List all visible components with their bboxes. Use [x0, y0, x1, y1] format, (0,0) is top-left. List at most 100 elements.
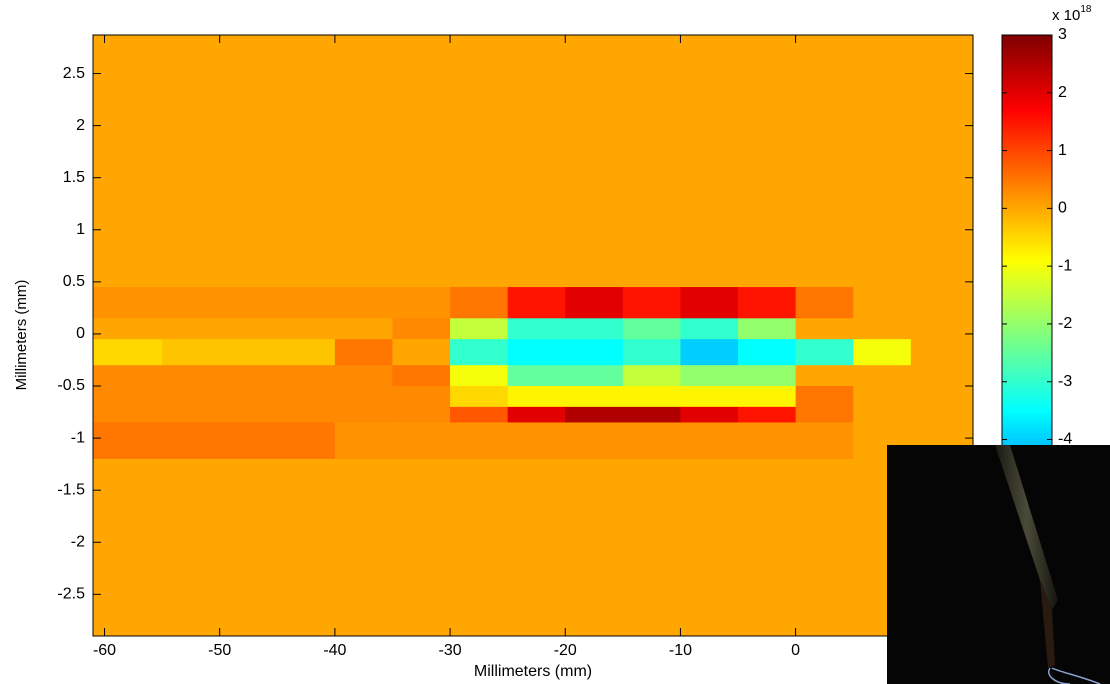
colorbar-strip — [1002, 91, 1052, 94]
heat-cell — [622, 422, 681, 460]
colorbar-strip — [1002, 47, 1052, 50]
colorbar-strip — [1002, 403, 1052, 406]
colorbar-strip — [1002, 207, 1052, 210]
heat-cell — [507, 422, 566, 460]
colorbar-strip — [1002, 49, 1052, 52]
colorbar-strip — [1002, 405, 1052, 408]
colorbar-strip — [1002, 191, 1052, 194]
colorbar-strip — [1002, 283, 1052, 286]
heat-cell — [507, 318, 566, 340]
colorbar-strip — [1002, 87, 1052, 90]
colorbar-strip — [1002, 209, 1052, 212]
colorbar-strip — [1002, 419, 1052, 422]
heat-cell — [277, 365, 336, 387]
colorbar-strip — [1002, 103, 1052, 106]
colorbar-strip — [1002, 147, 1052, 150]
colorbar-strip — [1002, 93, 1052, 96]
colorbar-strip — [1002, 35, 1052, 38]
colorbar-strip — [1002, 69, 1052, 72]
x-tick-label: -40 — [323, 642, 346, 659]
heat-cell — [910, 287, 974, 319]
colorbar-strip — [1002, 59, 1052, 62]
heat-cell — [334, 422, 393, 460]
y-tick-label: -1.5 — [57, 481, 85, 498]
heat-cell — [392, 406, 451, 423]
colorbar-base: x 10 — [1052, 7, 1080, 24]
colorbar-strip — [1002, 255, 1052, 258]
colorbar-tick-label: -3 — [1058, 373, 1072, 390]
heat-cell — [392, 35, 451, 288]
heat-cell — [680, 287, 739, 319]
colorbar-strip — [1002, 439, 1052, 442]
colorbar-tick-label: 0 — [1058, 200, 1067, 217]
colorbar-strip — [1002, 79, 1052, 82]
heat-cell — [277, 422, 336, 460]
heat-cell — [680, 365, 739, 387]
heat-cell — [334, 339, 393, 366]
colorbar-strip — [1002, 203, 1052, 206]
colorbar-strip — [1002, 359, 1052, 362]
heat-cell — [93, 318, 163, 340]
colorbar-strip — [1002, 319, 1052, 322]
colorbar-strip — [1002, 77, 1052, 80]
colorbar-strip — [1002, 183, 1052, 186]
photo-tip — [1040, 580, 1055, 668]
colorbar-strip — [1002, 341, 1052, 344]
colorbar-strip — [1002, 335, 1052, 338]
heat-cell — [392, 287, 451, 319]
colorbar-strip — [1002, 309, 1052, 312]
plot-area — [92, 34, 974, 637]
x-axis-label: Millimeters (mm) — [474, 663, 592, 680]
colorbar-strip — [1002, 415, 1052, 418]
colorbar-strip — [1002, 311, 1052, 314]
colorbar-strip — [1002, 195, 1052, 198]
colorbar-strip — [1002, 377, 1052, 380]
heat-cell — [162, 287, 221, 319]
colorbar-strip — [1002, 327, 1052, 330]
x-tick-label: -10 — [669, 642, 692, 659]
heat-cell — [219, 365, 278, 387]
heat-cell — [392, 318, 451, 340]
heat-cell — [853, 386, 912, 408]
colorbar-strip — [1002, 233, 1052, 236]
heat-cell — [450, 458, 509, 637]
colorbar-strip — [1002, 165, 1052, 168]
heat-cell — [507, 365, 566, 387]
colorbar-strip — [1002, 331, 1052, 334]
heat-cell — [219, 318, 278, 340]
colorbar-strip — [1002, 383, 1052, 386]
heat-cell — [392, 339, 451, 366]
colorbar-strip — [1002, 65, 1052, 68]
heat-cell — [450, 339, 509, 366]
heat-cell — [622, 365, 681, 387]
heat-cell — [93, 406, 163, 423]
heat-cell — [738, 365, 797, 387]
colorbar-strip — [1002, 241, 1052, 244]
colorbar-strip — [1002, 53, 1052, 56]
heat-cell — [795, 386, 854, 408]
heat-cell — [334, 386, 393, 408]
colorbar-strip — [1002, 293, 1052, 296]
colorbar-strip — [1002, 441, 1052, 444]
heat-cell — [507, 386, 566, 408]
colorbar-strip — [1002, 39, 1052, 42]
colorbar-strip — [1002, 175, 1052, 178]
colorbar-strip — [1002, 99, 1052, 102]
heat-cell — [565, 339, 624, 366]
colorbar-strip — [1002, 135, 1052, 138]
heat-cell — [738, 406, 797, 423]
colorbar-strip — [1002, 179, 1052, 182]
colorbar-tick-label: 1 — [1058, 142, 1067, 159]
x-tick-label: -50 — [208, 642, 231, 659]
colorbar-strip — [1002, 273, 1052, 276]
heat-cell — [93, 339, 163, 366]
heat-cell — [93, 287, 163, 319]
colorbar-strip — [1002, 163, 1052, 166]
heat-cell — [507, 339, 566, 366]
heat-cell — [162, 422, 221, 460]
colorbar-strip — [1002, 71, 1052, 74]
colorbar-strip — [1002, 119, 1052, 122]
heat-cell — [795, 365, 854, 387]
plot-frame — [92, 34, 974, 637]
colorbar-strip — [1002, 373, 1052, 376]
